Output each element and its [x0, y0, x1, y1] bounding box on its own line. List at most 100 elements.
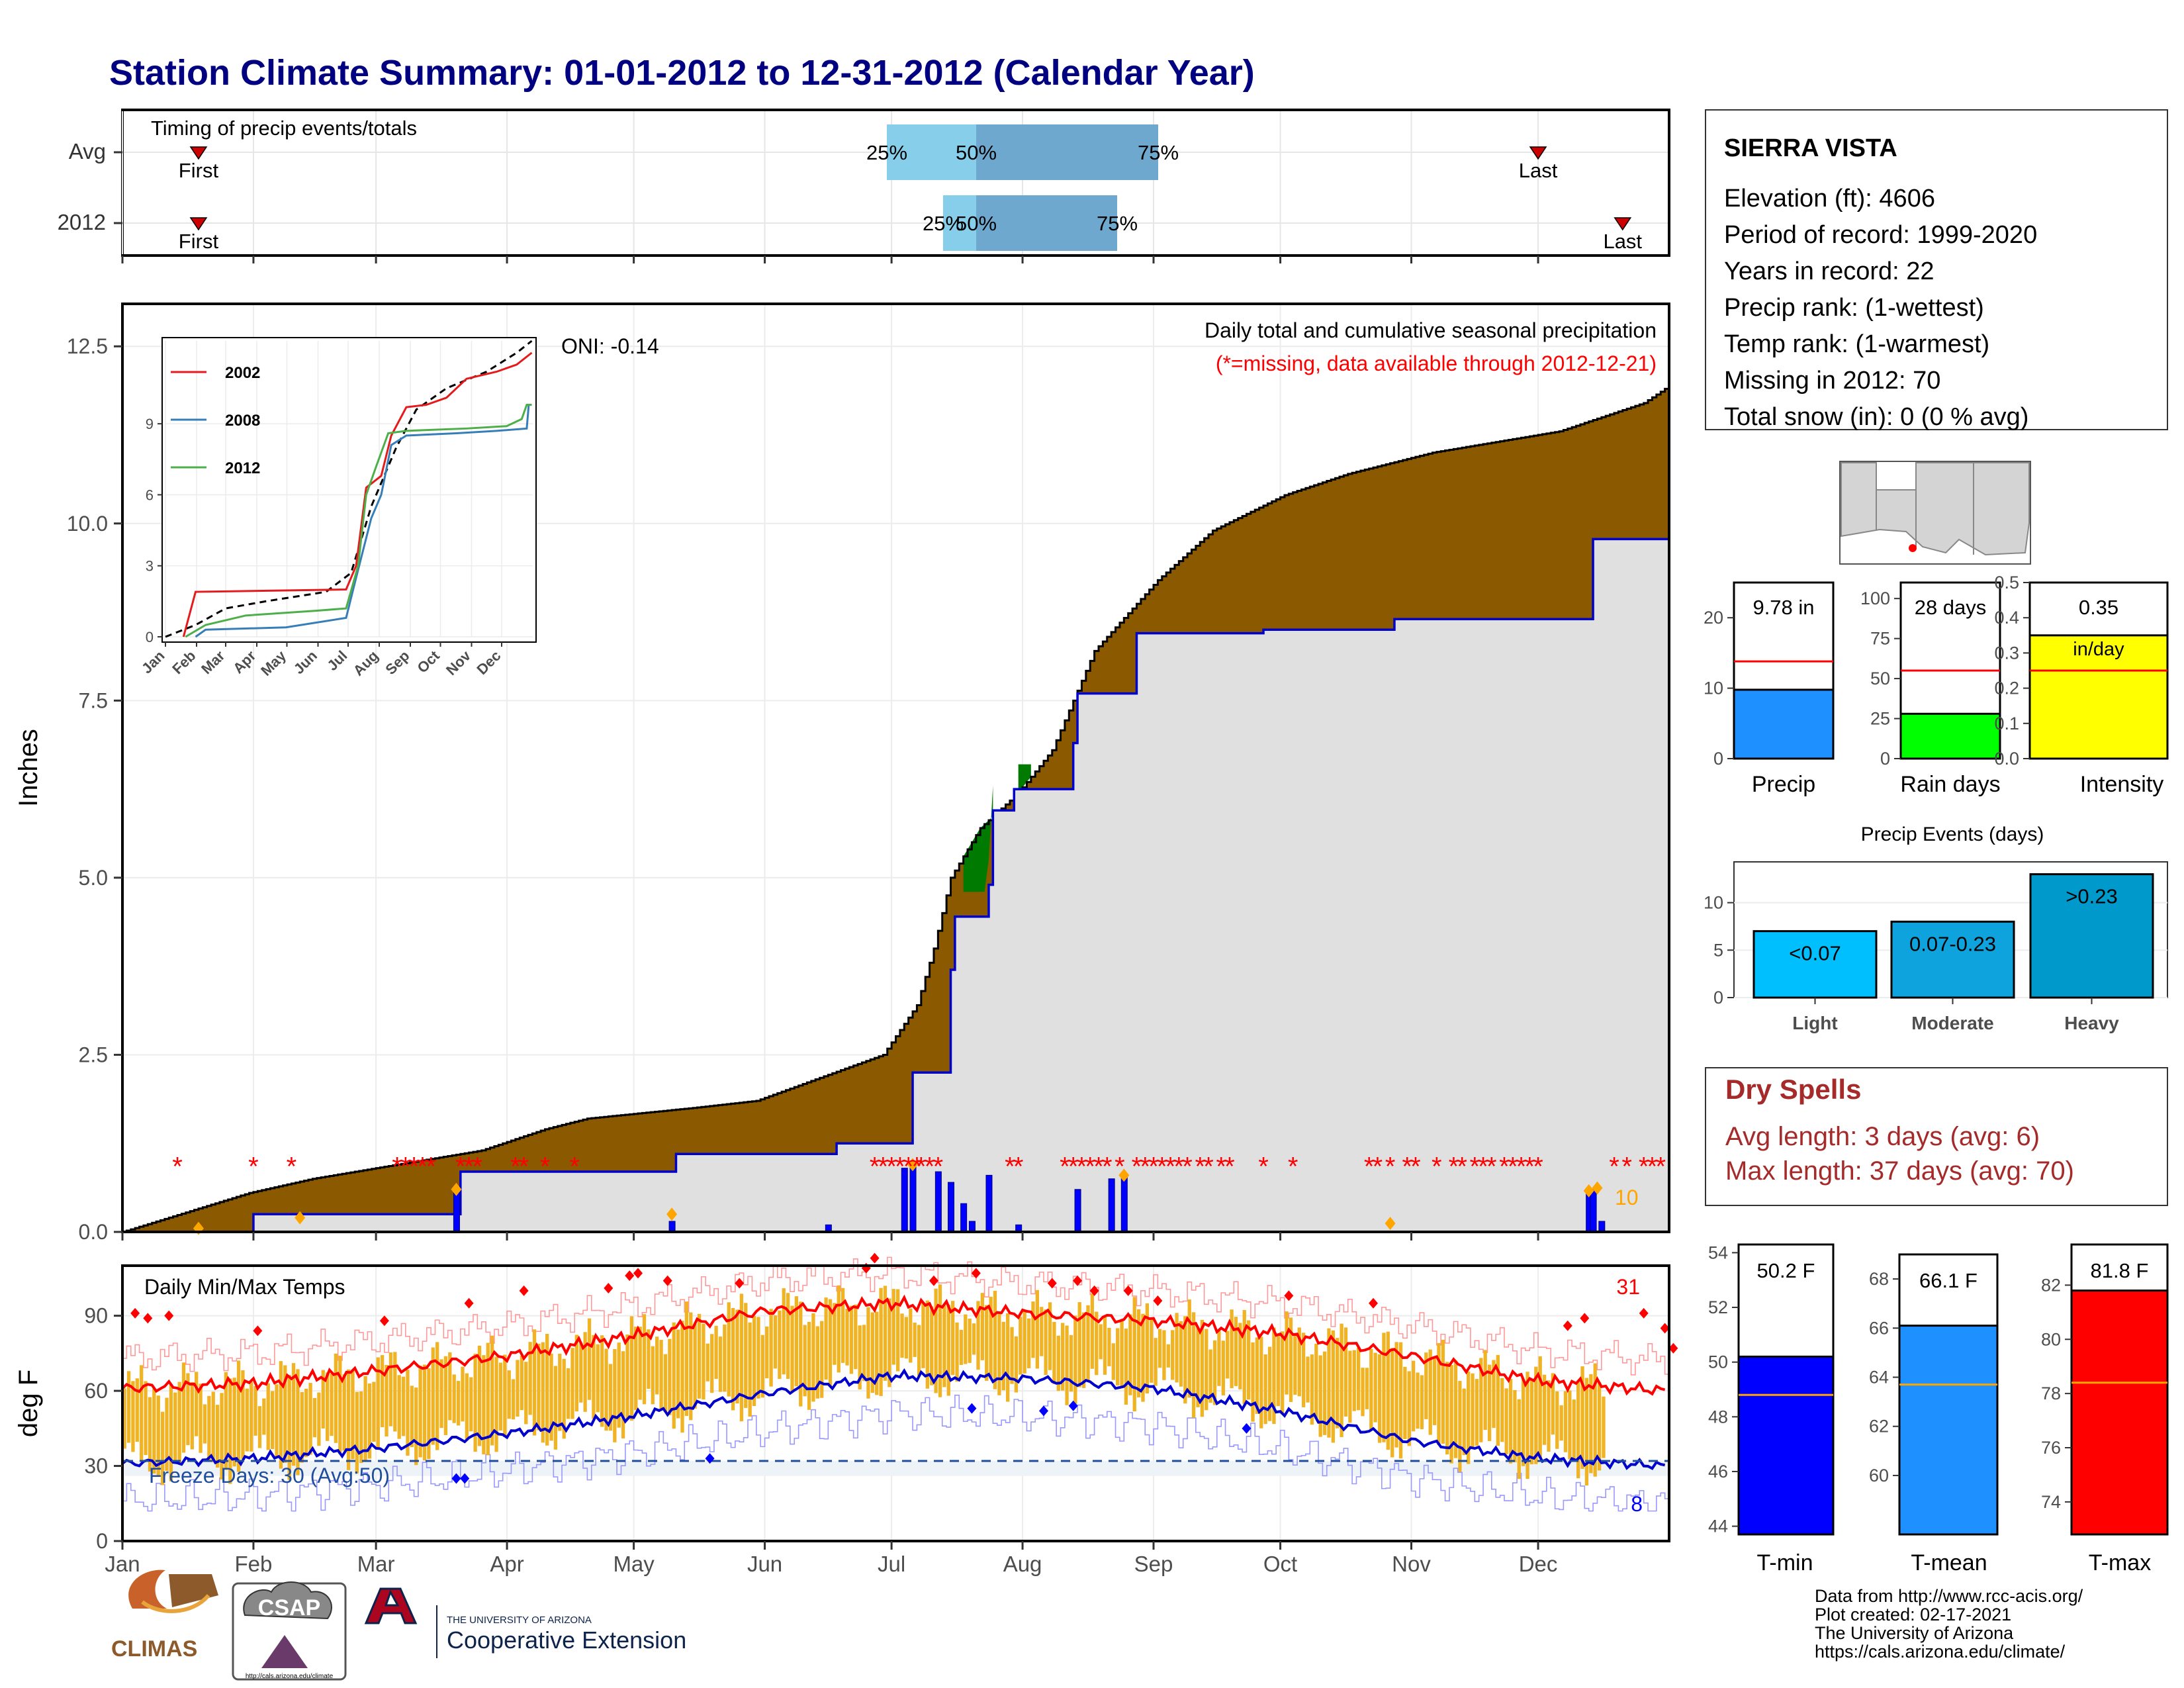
missing-day-marker: * [1469, 1152, 1480, 1181]
daily-temp-range-bar [883, 1286, 887, 1381]
daily-temp-range-bar [1576, 1380, 1580, 1479]
daily-temp-range-bar [613, 1348, 617, 1442]
daily-temp-range-bar [456, 1381, 461, 1426]
inset-legend-label: 2008 [225, 412, 260, 430]
daily-temp-range-bar [1420, 1375, 1424, 1430]
daily-temp-range-bar [516, 1360, 520, 1417]
timing-band-dark [976, 195, 1117, 251]
missing-day-marker: * [1077, 1152, 1087, 1181]
climas-logo-text: CLIMAS [111, 1636, 197, 1662]
daily-temp-range-bar [782, 1288, 786, 1375]
daily-temp-range-bar [574, 1335, 579, 1412]
temp-bar-ytick: 50 [1708, 1352, 1728, 1372]
daily-temp-range-bar [215, 1405, 220, 1468]
daily-temp-range-bar [262, 1398, 266, 1435]
daily-temp-range-bar [938, 1284, 942, 1397]
daily-temp-range-bar [1150, 1319, 1154, 1383]
daily-temp-range-bar [1297, 1327, 1301, 1397]
daily-temp-range-bar [1458, 1381, 1462, 1472]
mini-bar-ytick: 0.0 [1994, 749, 2019, 769]
events-ytick: 0 [1713, 988, 1723, 1008]
daily-temp-range-bar [1340, 1323, 1343, 1438]
dry-spells-max: Max length: 37 days (avg: 70) [1725, 1156, 2074, 1186]
daily-temp-range-bar [287, 1375, 291, 1480]
record-high-marker [735, 1278, 745, 1289]
daily-temp-range-bar [1154, 1338, 1158, 1386]
daily-temp-range-bar [1551, 1373, 1555, 1435]
daily-temp-range-bar [1462, 1388, 1466, 1456]
daily-temp-range-bar [879, 1288, 883, 1396]
missing-day-marker: * [473, 1152, 483, 1181]
precip-events-chart: Precip Events (days) 0 5 10 <0.07 Light 0.07-… [1704, 823, 2168, 1033]
missing-day-marker: * [1533, 1152, 1543, 1181]
daily-temp-range-bar [1014, 1336, 1019, 1393]
missing-day-marker: * [172, 1152, 183, 1181]
daily-temp-range-bar [156, 1395, 160, 1476]
figure-title: Station Climate Summary: 01-01-2012 to 1… [109, 53, 1255, 93]
station-info-line: Total snow (in): 0 (0 % avg) [1724, 403, 2028, 431]
record-low-marker [705, 1453, 715, 1464]
daily-temp-range-bar [397, 1375, 401, 1439]
daily-temp-range-bar [811, 1313, 815, 1402]
daily-temp-range-bar [854, 1304, 858, 1370]
temperature-bar-charts: 44 46 48 50 52 54 50.2 F T-min 60 62 64 66 68 66.1 F T… [1708, 1243, 2169, 1575]
daily-temp-range-bar [1500, 1378, 1504, 1442]
daily-temp-range-bar [173, 1392, 177, 1462]
missing-day-marker: * [1085, 1152, 1095, 1181]
precip-ytick-label: 0.0 [79, 1220, 108, 1244]
record-low-marker [451, 1473, 461, 1484]
dry-spells-title: Dry Spells [1725, 1074, 1861, 1105]
daily-temp-range-bar [1120, 1319, 1124, 1389]
daily-temp-range-bar [752, 1315, 756, 1407]
daily-temp-range-bar [760, 1335, 764, 1398]
record-low-marker [1068, 1400, 1078, 1411]
daily-temp-range-bar [1394, 1342, 1398, 1448]
daily-temp-range-bar [1318, 1355, 1322, 1437]
mini-bar-value-text: 9.78 in [1752, 596, 1814, 619]
daily-temp-range-bar [1306, 1356, 1310, 1403]
daily-temp-range-bar [1572, 1399, 1576, 1460]
temp-bar-ytick: 46 [1708, 1462, 1728, 1481]
daily-temp-range-bar [702, 1323, 705, 1400]
daily-temp-range-bar [828, 1299, 833, 1386]
daily-temp-range-bar [1542, 1374, 1547, 1445]
mini-bar-ytick: 50 [1870, 669, 1890, 688]
daily-temp-range-bar [1246, 1320, 1251, 1400]
daily-temp-range-bar [756, 1317, 760, 1399]
daily-temp-range-bar [833, 1303, 837, 1365]
dry-spells-avg: Avg length: 3 days (avg: 6) [1725, 1122, 2040, 1151]
station-name: SIERRA VISTA [1724, 134, 1897, 162]
month-tick-label: Jan [105, 1552, 140, 1576]
missing-day-marker: * [895, 1152, 905, 1181]
daily-temp-range-bar [334, 1353, 338, 1443]
daily-temp-range-bar [600, 1335, 604, 1427]
daily-temp-range-bar [934, 1288, 938, 1393]
daily-temp-range-bar [220, 1393, 224, 1480]
mini-bar-value [2028, 634, 2169, 760]
temp-bar-ytick: 60 [1869, 1466, 1889, 1485]
last-event-label: Last [1519, 159, 1558, 182]
daily-temp-range-bar [148, 1397, 152, 1472]
precip-ylabel: Inches [14, 729, 43, 807]
daily-temp-range-bar [1040, 1307, 1044, 1356]
inset-legend-label: 2002 [225, 364, 260, 382]
month-tick-label: Mar [357, 1552, 395, 1576]
temp-bar-label: T-mean [1911, 1550, 1987, 1575]
daily-temp-range-bar [1128, 1314, 1132, 1395]
daily-temp-range-bar [1069, 1335, 1073, 1392]
daily-temp-range-bar [824, 1297, 828, 1380]
missing-note: (*=missing, data available through 2012-… [1216, 352, 1657, 375]
daily-temp-range-bar [1382, 1333, 1386, 1442]
daily-temp-range-bar [1141, 1313, 1145, 1402]
daily-temp-range-bar [1424, 1352, 1428, 1419]
credit-line: Plot created: 02-17-2021 [1815, 1605, 2011, 1624]
missing-day-marker: * [1102, 1152, 1113, 1181]
missing-day-marker: * [1402, 1152, 1412, 1181]
precip-ytick-label: 12.5 [67, 334, 108, 358]
daily-temp-range-bar [1593, 1363, 1597, 1477]
daily-temp-range-bar [765, 1326, 769, 1379]
daily-temp-range-bar [1103, 1315, 1107, 1375]
daily-temp-range-bar [773, 1315, 778, 1369]
daily-temp-range-bar [1158, 1329, 1162, 1368]
